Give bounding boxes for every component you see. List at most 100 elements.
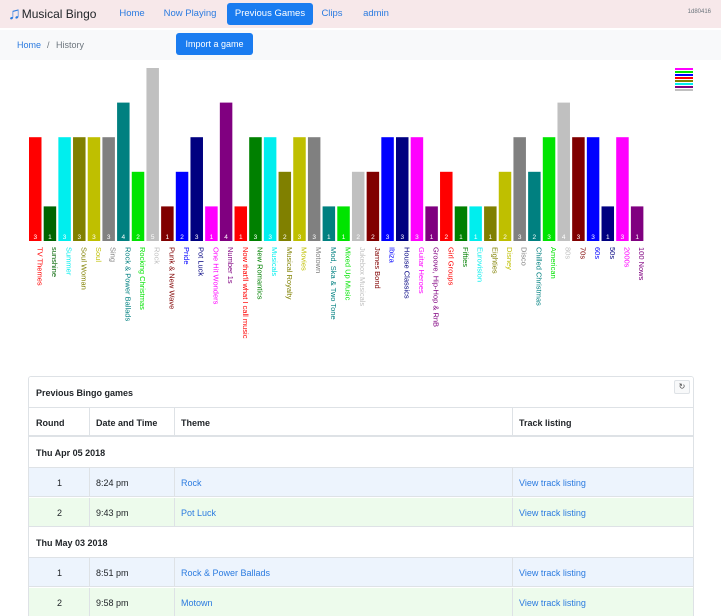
theme-link[interactable]: Pot Luck (181, 508, 217, 518)
track-listing-link[interactable]: View track listing (519, 508, 586, 518)
category-label: Number 1s (226, 247, 235, 284)
chart-bar[interactable] (557, 102, 570, 241)
brand-link[interactable]: ♫ Musical Bingo (8, 4, 96, 24)
bar-value-label: 3 (195, 234, 199, 241)
chart-bar[interactable] (366, 171, 380, 241)
refresh-icon[interactable]: ↻ (674, 380, 690, 394)
chart-bar[interactable] (586, 137, 600, 241)
bar-value-label: 2 (533, 234, 537, 241)
nav-now-playing[interactable]: Now Playing (163, 8, 217, 19)
round-cell: 2 (57, 598, 63, 608)
bar-value-label: 2 (180, 234, 184, 241)
chart-bar[interactable] (117, 102, 130, 241)
bar-value-label: 2 (371, 234, 375, 241)
chart-bar[interactable] (337, 206, 350, 241)
chart-bar[interactable] (528, 171, 541, 241)
bar-value-label: 3 (107, 234, 111, 241)
nav-admin[interactable]: admin (363, 8, 389, 19)
theme-link[interactable]: Rock & Power Ballads (181, 568, 271, 578)
bar-value-label: 1 (474, 234, 478, 241)
chart-bar[interactable] (73, 137, 86, 241)
table-row: 2 9:58 pm Motown View track listing (29, 588, 693, 616)
chart-bar[interactable] (175, 171, 189, 241)
chart-bar[interactable] (161, 206, 174, 241)
bar-value-label: 1 (459, 234, 463, 241)
category-label: Motown (314, 247, 323, 273)
group-date: Thu May 03 2018 (36, 538, 108, 548)
chart-bar[interactable] (425, 206, 438, 241)
chart-bar[interactable] (454, 206, 468, 241)
chart-bar[interactable] (381, 137, 394, 241)
bar-value-label: 1 (635, 234, 639, 241)
chart-bar[interactable] (410, 137, 424, 241)
bar-value-label: 4 (562, 234, 566, 241)
bar-value-label: 2 (444, 234, 448, 241)
chart-bar[interactable] (616, 137, 629, 241)
chart-bar[interactable] (307, 137, 321, 241)
chart-bar[interactable] (131, 171, 145, 241)
bar-value-label: 2 (283, 234, 287, 241)
round-cell: 1 (57, 478, 63, 488)
chart-bar[interactable] (146, 68, 159, 241)
chart-bar[interactable] (572, 137, 585, 241)
time-cell: 8:51 pm (96, 568, 129, 578)
bar-value-label: 1 (606, 234, 610, 241)
nav-home[interactable]: Home (119, 8, 145, 19)
category-label: Girl Groups (446, 247, 455, 286)
category-label: Punk & New Wave (167, 247, 176, 309)
legend-toggle-icon[interactable] (675, 68, 693, 94)
build-id: 1d80416 (687, 9, 711, 15)
chart-bar[interactable] (219, 102, 233, 241)
chart-bar[interactable] (484, 206, 497, 241)
date-group-header: Thu May 03 2018 (29, 528, 693, 558)
chart-bar[interactable] (102, 137, 115, 241)
track-listing-link[interactable]: View track listing (519, 598, 586, 608)
chart-bar[interactable] (351, 171, 365, 241)
theme-link[interactable]: Rock (181, 478, 202, 488)
chart-bar[interactable] (513, 137, 526, 241)
chart-bar[interactable] (440, 171, 453, 241)
column-date-time: Date and Time (96, 418, 158, 428)
chart-bar[interactable] (87, 137, 101, 241)
category-label: 2000s (622, 247, 631, 268)
track-listing-link[interactable]: View track listing (519, 478, 586, 488)
round-cell: 2 (57, 508, 63, 518)
nav-previous-games[interactable]: Previous Games (227, 3, 313, 25)
chart-bar[interactable] (29, 137, 42, 241)
bar-value-label: 2 (136, 234, 140, 241)
nav-clips[interactable]: Clips (321, 8, 343, 19)
bar-value-label: 1 (342, 234, 346, 241)
chart-bar[interactable] (58, 137, 71, 241)
chart-bar[interactable] (205, 206, 218, 241)
import-game-button[interactable]: Import a game (176, 33, 253, 55)
chart-bar[interactable] (190, 137, 203, 241)
chart-bar[interactable] (322, 206, 336, 241)
bar-value-label: 3 (254, 234, 258, 241)
category-label: Chilled Christmas (534, 247, 543, 306)
navbar: ♫ Musical Bingo Home Now Playing Previou… (0, 0, 721, 28)
track-listing-link[interactable]: View track listing (519, 568, 586, 578)
category-label: New Romantics (255, 247, 264, 300)
bar-value-label: 3 (621, 234, 625, 241)
chart-bar[interactable] (630, 206, 644, 241)
chart-bar[interactable] (43, 206, 57, 241)
chart-bar[interactable] (234, 206, 248, 241)
chart-bar[interactable] (293, 137, 306, 241)
chart-bar[interactable] (601, 206, 615, 241)
bar-value-label: 3 (33, 234, 37, 241)
category-label: Now that'll what I call music (241, 247, 250, 339)
chart-bar[interactable] (249, 137, 262, 241)
chart-bar[interactable] (498, 171, 512, 241)
chart-bar[interactable] (542, 137, 556, 241)
chart-bar[interactable] (263, 137, 277, 241)
time-cell: 9:58 pm (96, 598, 129, 608)
theme-link[interactable]: Motown (181, 598, 213, 608)
breadcrumb-home[interactable]: Home (17, 40, 42, 50)
breadcrumb-separator: / (47, 40, 50, 50)
chart-bar[interactable] (396, 137, 409, 241)
chart-bar[interactable] (278, 171, 292, 241)
table-header: Round Date and Time Theme Track listing (29, 408, 693, 437)
chart-bar[interactable] (469, 206, 482, 241)
category-label: 50s (608, 247, 617, 259)
